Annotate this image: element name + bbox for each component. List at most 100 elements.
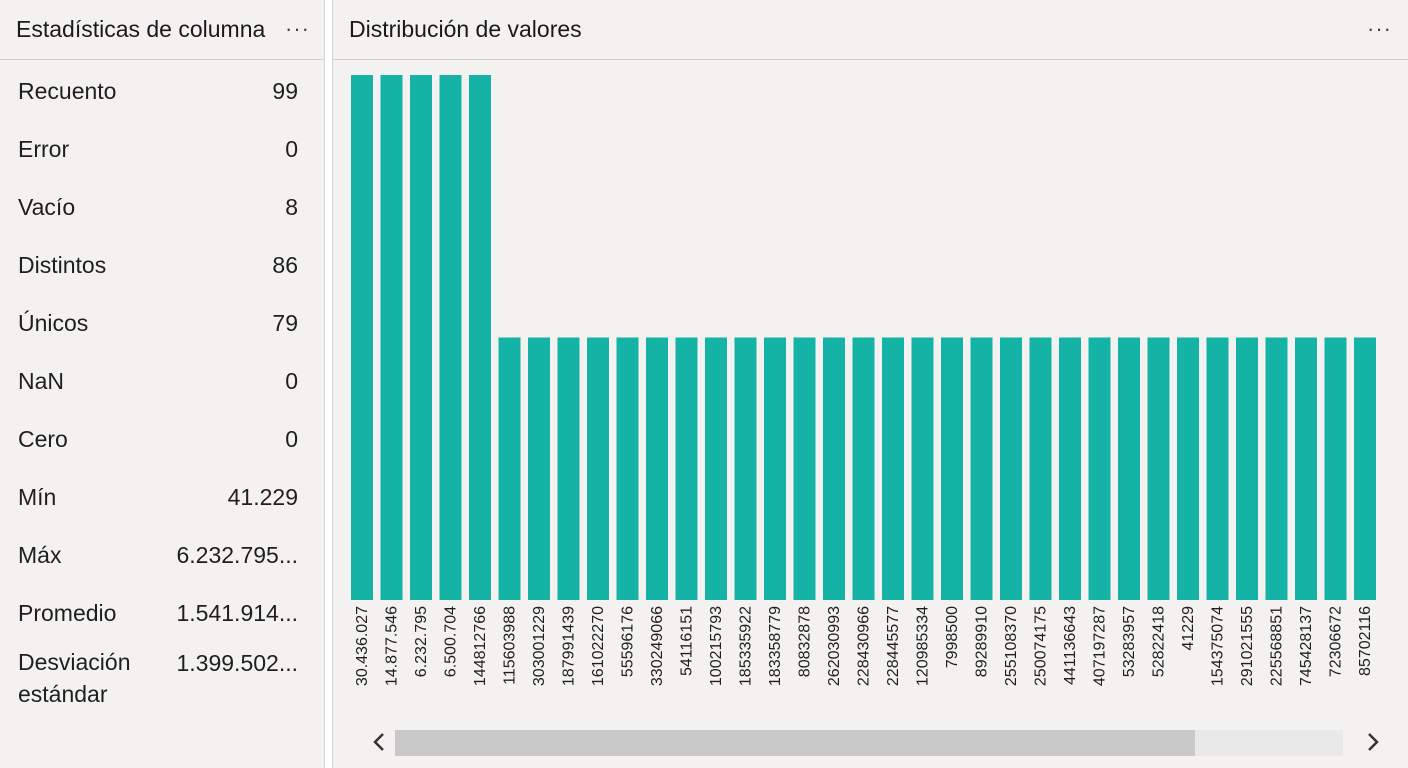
- stat-row: Error 0: [18, 136, 298, 196]
- more-options-icon[interactable]: ···: [1367, 16, 1392, 41]
- bar[interactable]: [764, 337, 786, 601]
- bar[interactable]: [793, 337, 816, 601]
- x-tick-label: 441136643: [1062, 606, 1079, 685]
- scroll-track[interactable]: [395, 730, 1343, 756]
- bar[interactable]: [439, 75, 462, 600]
- stat-row: Cero 0: [18, 426, 298, 486]
- stat-label: Mín: [18, 484, 57, 510]
- chevron-left-icon: [373, 733, 384, 751]
- bar[interactable]: [587, 337, 609, 601]
- x-tick-label: 41229: [1180, 606, 1197, 651]
- column-statistics-panel: Estadísticas de columna ··· Recuento 99 Er…: [0, 0, 325, 768]
- more-options-icon[interactable]: ···: [285, 16, 310, 41]
- stat-label: Desviación estándar: [18, 649, 131, 707]
- stat-value: 1.399.502...: [176, 650, 299, 676]
- bar[interactable]: [1354, 337, 1376, 601]
- x-tick-label: 187991439: [561, 606, 578, 686]
- bar[interactable]: [1236, 337, 1258, 601]
- stat-label: Recuento: [18, 78, 117, 104]
- stat-row: Desviación estándar 1.399.502...: [18, 649, 299, 710]
- bar[interactable]: [498, 337, 521, 601]
- bar[interactable]: [1295, 337, 1317, 601]
- stat-label: Cero: [18, 426, 68, 452]
- x-tick-label: 154375074: [1210, 606, 1227, 686]
- x-tick-label: 255108370: [1003, 606, 1020, 686]
- stat-value: 1.541.914...: [176, 600, 299, 626]
- stat-row: Únicos 79: [18, 310, 298, 370]
- bar[interactable]: [1000, 337, 1022, 601]
- bar[interactable]: [1324, 337, 1347, 601]
- horizontal-scrollbar[interactable]: [347, 726, 1391, 758]
- scroll-left-button[interactable]: [361, 726, 397, 758]
- stat-value: 0: [285, 368, 298, 394]
- scroll-right-button[interactable]: [1355, 726, 1391, 758]
- x-tick-label: 52822418: [1151, 606, 1168, 677]
- x-tick-label: 80832878: [797, 606, 814, 677]
- stat-row: Promedio 1.541.914...: [18, 600, 298, 660]
- stat-row: Mín 41.229: [18, 484, 298, 544]
- stat-row: Vacío 8: [18, 194, 298, 254]
- stat-row: NaN 0: [18, 368, 298, 428]
- stat-row: Distintos 86: [18, 252, 298, 312]
- stat-label: Error: [18, 136, 70, 162]
- x-tick-label: 407197287: [1092, 606, 1109, 686]
- bar[interactable]: [469, 75, 491, 600]
- bar[interactable]: [1118, 337, 1140, 601]
- bar[interactable]: [970, 337, 993, 601]
- bar[interactable]: [823, 337, 845, 601]
- x-tick-label: 6.232.795: [413, 606, 430, 677]
- x-tick-label: 89289910: [974, 606, 991, 677]
- x-tick-label: 183358779: [767, 606, 784, 686]
- x-tick-label: 250074175: [1033, 606, 1050, 686]
- column-statistics-title: Estadísticas de columna: [16, 16, 266, 42]
- stat-value: 79: [272, 310, 298, 336]
- bar[interactable]: [1265, 337, 1288, 601]
- value-distribution-panel: Distribución de valores ··· 30.436.027 14…: [332, 0, 1408, 768]
- stat-value: 86: [272, 252, 298, 278]
- x-tick-label: 225568851: [1269, 606, 1286, 686]
- bar[interactable]: [911, 337, 934, 601]
- bar[interactable]: [380, 75, 403, 600]
- x-tick-label: 161022270: [590, 606, 607, 686]
- bar[interactable]: [646, 337, 668, 601]
- value-distribution-chart: 30.436.027 14.877.546 6.232.795 6.500.704 14…: [351, 75, 1376, 686]
- x-tick-label: 330249066: [649, 606, 666, 686]
- bar[interactable]: [351, 75, 373, 600]
- bar[interactable]: [528, 337, 550, 601]
- x-tick-label: 14.877.546: [384, 606, 401, 686]
- bar[interactable]: [1029, 337, 1052, 601]
- stat-label: Máx: [18, 542, 62, 568]
- bar[interactable]: [410, 75, 432, 600]
- stat-label: Vacío: [18, 194, 76, 220]
- bar[interactable]: [1088, 337, 1111, 601]
- stat-value: 6.232.795...: [176, 542, 299, 568]
- bar[interactable]: [1147, 337, 1170, 601]
- bar[interactable]: [1059, 337, 1081, 601]
- scroll-thumb[interactable]: [395, 730, 1195, 756]
- bar[interactable]: [557, 337, 580, 601]
- x-tick-label: 228445577: [885, 606, 902, 686]
- stat-label: Únicos: [18, 310, 89, 336]
- chevron-right-icon: [1368, 733, 1379, 751]
- bar[interactable]: [852, 337, 875, 601]
- stat-row: Máx 6.232.795...: [18, 542, 298, 602]
- bar[interactable]: [941, 337, 963, 601]
- x-tick-label: 7998500: [944, 606, 961, 668]
- stat-label: Promedio: [18, 600, 117, 626]
- stat-label: NaN: [18, 368, 65, 394]
- bar[interactable]: [705, 337, 727, 601]
- x-tick-label: 30.436.027: [354, 606, 371, 686]
- bar[interactable]: [1177, 337, 1199, 601]
- bar[interactable]: [616, 337, 639, 601]
- bar[interactable]: [1206, 337, 1229, 601]
- bar[interactable]: [675, 337, 698, 601]
- x-tick-label: 745428137: [1298, 606, 1315, 686]
- x-tick-label: 100215793: [708, 606, 725, 686]
- x-tick-label: 115603988: [502, 606, 519, 685]
- stat-value: 0: [285, 136, 298, 162]
- stat-value: 8: [285, 194, 298, 220]
- bar[interactable]: [734, 337, 757, 601]
- stat-value: 99: [272, 78, 298, 104]
- bar[interactable]: [882, 337, 904, 601]
- x-tick-label: 54116151: [679, 606, 696, 676]
